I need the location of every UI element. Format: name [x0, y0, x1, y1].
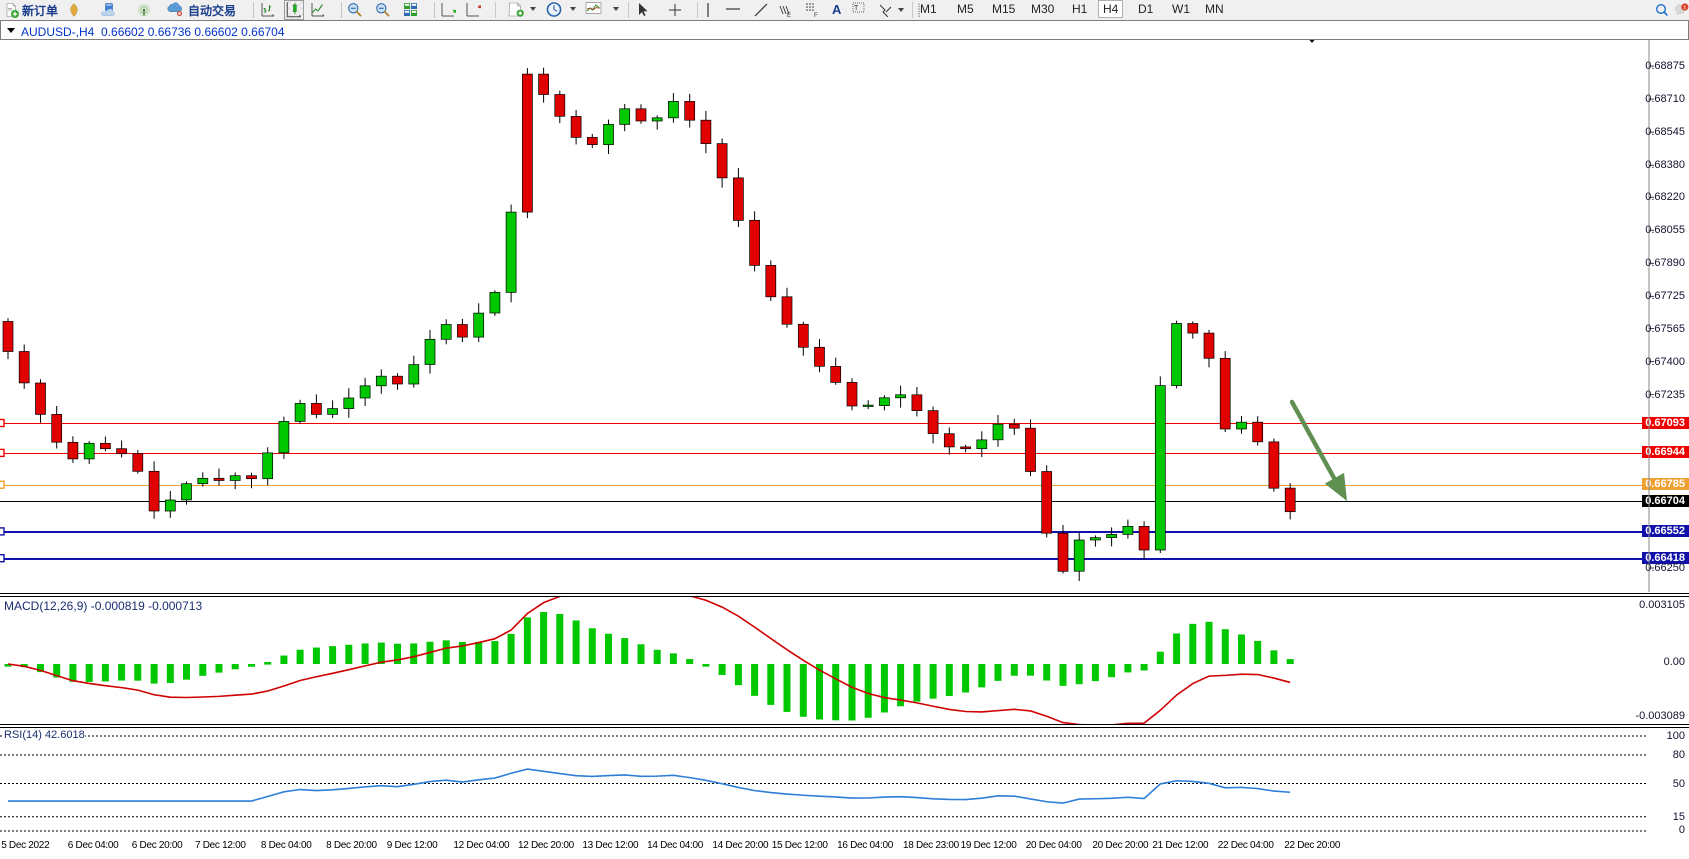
- svg-text:1: 1: [1684, 5, 1687, 10]
- svg-text:T: T: [854, 5, 859, 12]
- svg-text:F: F: [814, 13, 818, 18]
- svg-text:E: E: [787, 13, 791, 18]
